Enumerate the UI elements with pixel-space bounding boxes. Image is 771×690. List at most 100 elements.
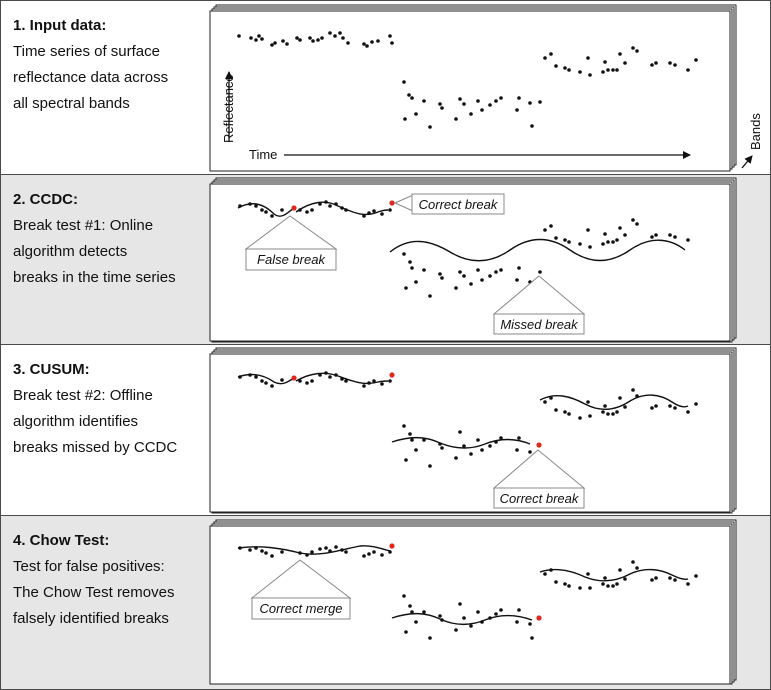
model-fit-curve <box>539 568 689 582</box>
data-point <box>295 36 299 40</box>
panel-description-line: falsely identified breaks <box>13 610 169 627</box>
data-point <box>654 576 658 580</box>
data-point <box>603 404 607 408</box>
data-point <box>414 620 418 624</box>
data-point <box>376 39 380 43</box>
data-point <box>308 36 312 40</box>
data-point <box>606 240 610 244</box>
data-point <box>543 572 547 576</box>
data-point <box>673 406 677 410</box>
data-point <box>422 268 426 272</box>
data-point <box>454 117 458 121</box>
data-point <box>515 278 519 282</box>
data-point <box>631 560 635 564</box>
data-point <box>554 408 558 412</box>
data-point <box>380 382 384 386</box>
data-point <box>469 452 473 456</box>
data-point <box>254 204 258 208</box>
data-points <box>238 371 698 468</box>
data-point <box>694 574 698 578</box>
data-point <box>631 46 635 50</box>
data-point <box>260 379 264 383</box>
data-point <box>264 551 268 555</box>
data-point <box>476 610 480 614</box>
data-point <box>668 61 672 65</box>
panel-label: 2. CCDC: Break test #1: Online algorithm… <box>13 187 203 291</box>
data-point <box>554 580 558 584</box>
data-point <box>528 622 532 626</box>
data-point <box>458 430 462 434</box>
data-point <box>601 410 605 414</box>
data-point <box>458 270 462 274</box>
data-point <box>567 584 571 588</box>
panel-label: 4. Chow Test: Test for false positives: … <box>13 528 203 632</box>
data-point <box>586 400 590 404</box>
callout-correct-break: Correct break <box>492 449 586 509</box>
callout-missed-break: Missed break <box>492 275 586 335</box>
panel-description-line: all spectral bands <box>13 95 130 112</box>
data-point <box>388 379 392 383</box>
data-point <box>494 270 498 274</box>
data-point <box>237 34 241 38</box>
data-point <box>480 448 484 452</box>
data-point <box>380 553 384 557</box>
data-point <box>538 100 542 104</box>
data-point <box>563 410 567 414</box>
data-point <box>530 636 534 640</box>
data-point <box>567 240 571 244</box>
model-fit-curve <box>237 373 295 385</box>
data-point <box>367 552 371 556</box>
data-point <box>408 260 412 264</box>
data-point <box>454 456 458 460</box>
data-point <box>264 210 268 214</box>
panel-label: 1. Input data: Time series of surface re… <box>13 13 203 117</box>
data-point <box>488 274 492 278</box>
break-marker <box>291 205 297 211</box>
data-point <box>260 37 264 41</box>
callout-correct-break: Correct break <box>393 193 505 215</box>
data-point <box>586 228 590 232</box>
data-point <box>673 63 677 67</box>
data-point <box>635 49 639 53</box>
data-point <box>686 238 690 242</box>
data-point <box>469 282 473 286</box>
panel-description-line: breaks missed by CCDC <box>13 439 178 456</box>
data-point <box>611 412 615 416</box>
data-point <box>440 106 444 110</box>
break-marker <box>389 372 395 378</box>
data-point <box>480 278 484 282</box>
data-point <box>515 620 519 624</box>
data-point <box>310 550 314 554</box>
data-point <box>578 586 582 590</box>
data-point <box>414 112 418 116</box>
data-point <box>388 34 392 38</box>
data-point <box>603 232 607 236</box>
panel-description-line: algorithm detects <box>13 243 128 260</box>
data-point <box>476 268 480 272</box>
data-point <box>254 375 258 379</box>
data-point <box>476 99 480 103</box>
data-point <box>668 404 672 408</box>
data-point <box>615 68 619 72</box>
data-point <box>257 34 261 38</box>
break-marker <box>389 543 395 549</box>
data-point <box>517 266 521 270</box>
data-point <box>440 276 444 280</box>
data-point <box>402 252 406 256</box>
data-point <box>650 406 654 410</box>
data-point <box>623 233 627 237</box>
data-point <box>438 272 442 276</box>
data-point <box>623 61 627 65</box>
data-point <box>273 41 277 45</box>
data-point <box>410 610 414 614</box>
data-point <box>623 577 627 581</box>
data-point <box>404 286 408 290</box>
data-point <box>611 240 615 244</box>
data-point <box>494 612 498 616</box>
data-point <box>469 624 473 628</box>
panel-title: 3. CUSUM: <box>13 361 90 378</box>
data-point <box>694 58 698 62</box>
callout-label: Correct merge <box>259 601 342 616</box>
